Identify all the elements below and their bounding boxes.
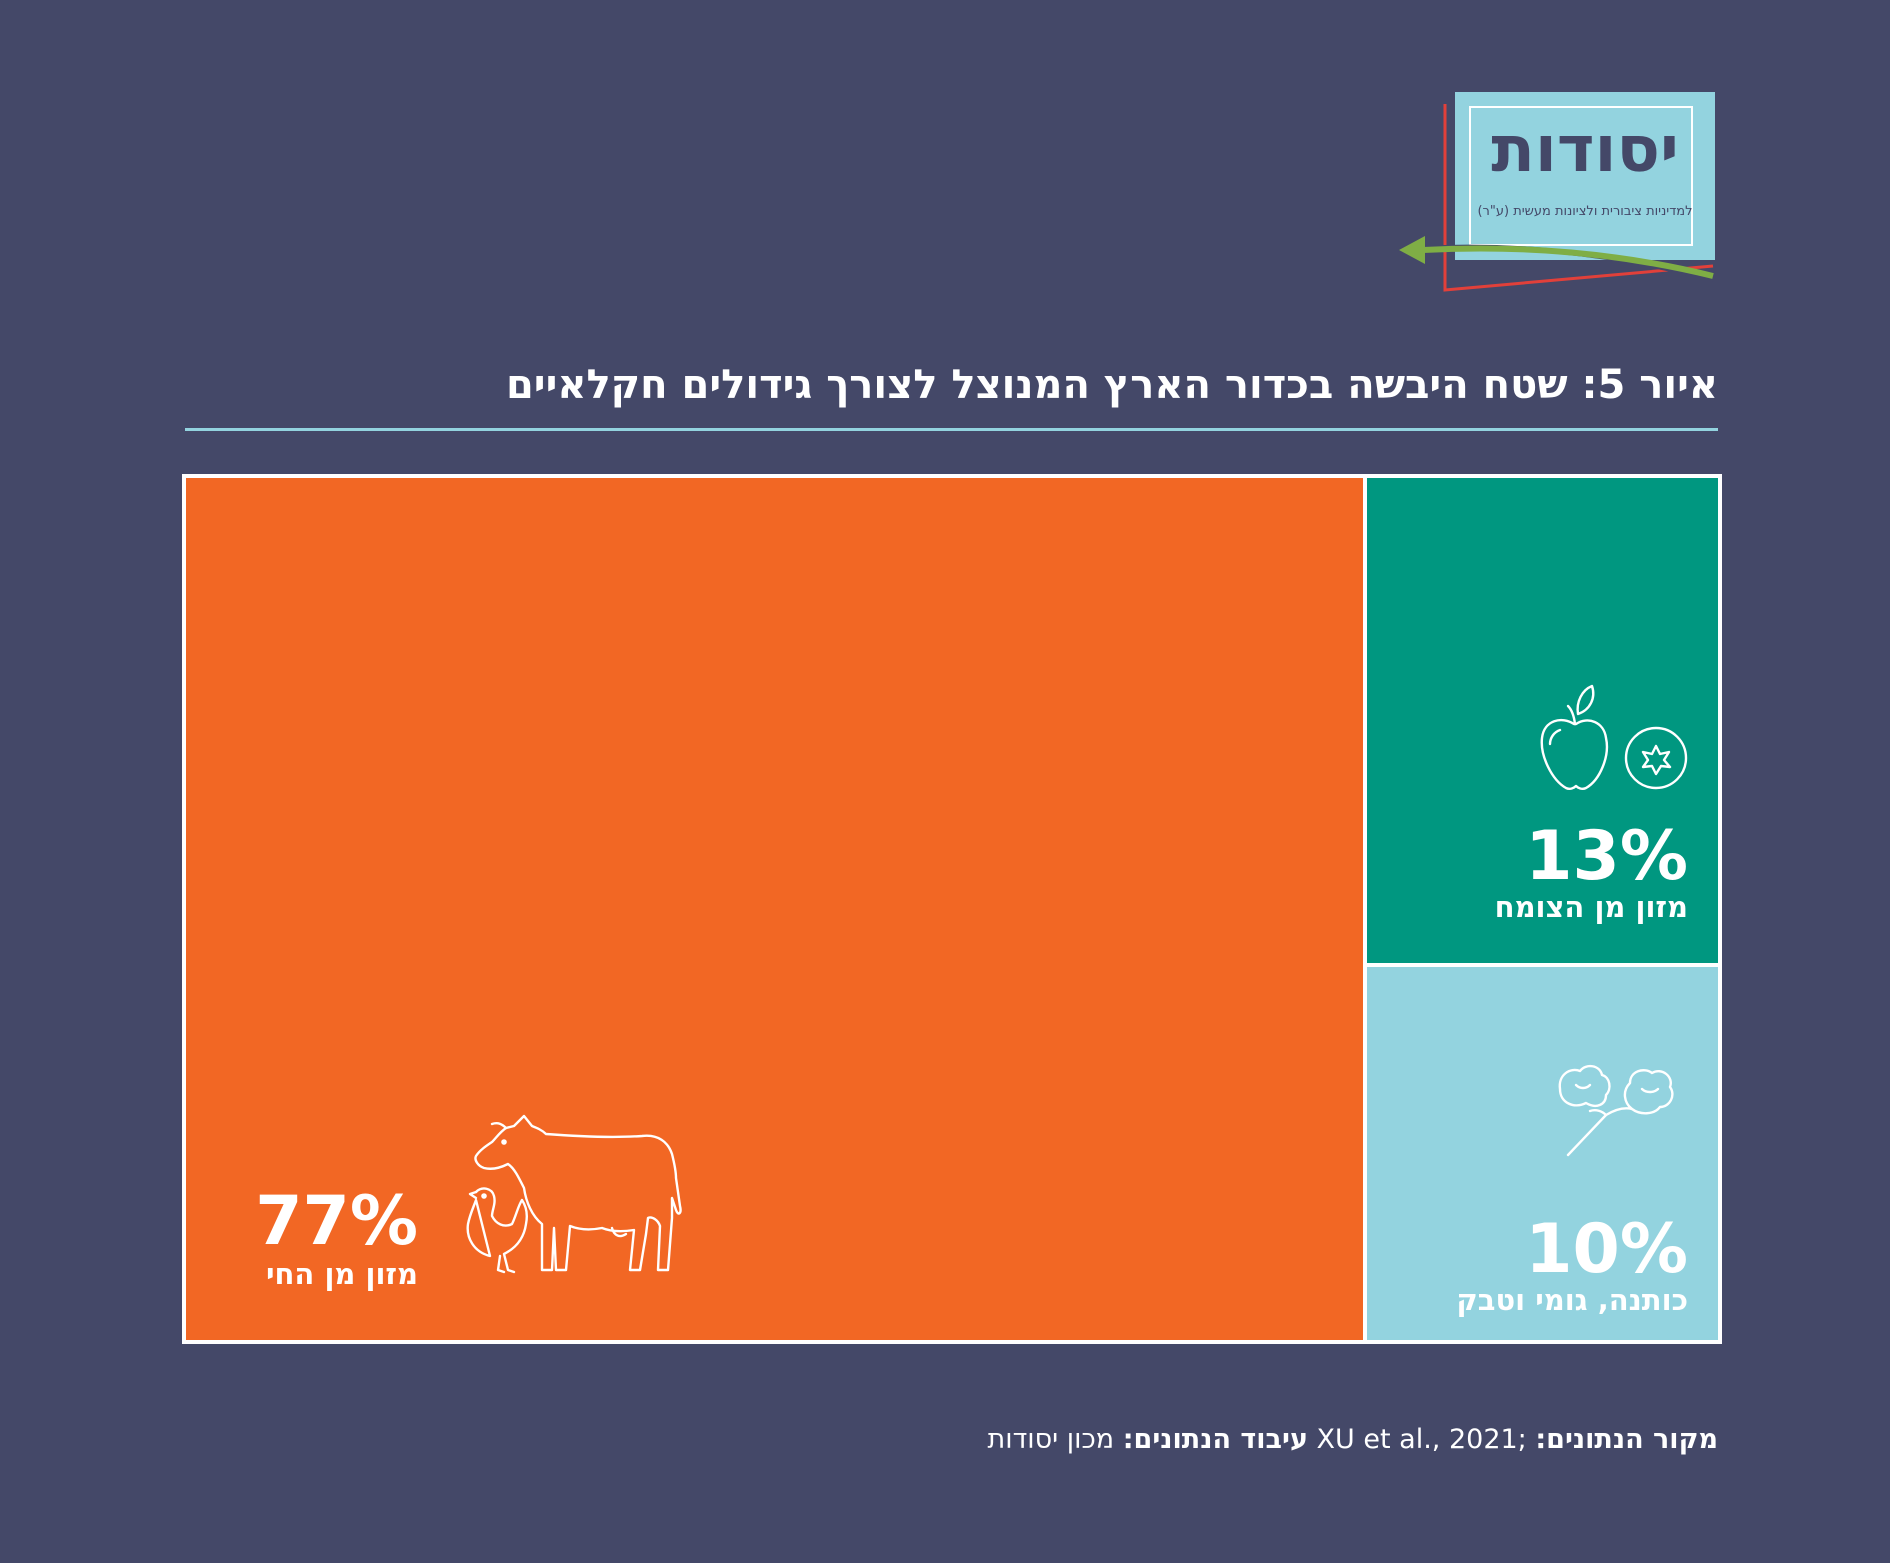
- source-label: מקור הנתונים:: [1535, 1424, 1718, 1455]
- source-value: XU et al., 2021;: [1316, 1424, 1527, 1455]
- value-label-other: 10%: [1525, 1210, 1688, 1289]
- logo: יסודות למדיניות ציבורית ולציונות מעשית (…: [1395, 92, 1715, 292]
- category-label-plant: מזון מן הצומח: [1494, 890, 1688, 924]
- processing-value: מכון יסודות: [987, 1424, 1115, 1455]
- logo-graphic: [1443, 104, 1714, 292]
- title-divider: [185, 428, 1718, 431]
- tile-plant-food: 13% מזון מן הצומח: [1367, 478, 1718, 963]
- value-label-animal: 77%: [255, 1182, 418, 1261]
- value-label-plant: 13%: [1525, 817, 1688, 896]
- apple-tomato-icon: [1540, 684, 1688, 791]
- logo-box: [1455, 92, 1715, 260]
- logo-arrow-icon: [1399, 236, 1714, 283]
- logo-title: יסודות: [1491, 113, 1679, 187]
- logo-subtitle: למדיניות ציבורית ולציונות מעשית (ע"ר): [1477, 204, 1693, 219]
- category-label-animal: מזון מן החי: [265, 1257, 418, 1291]
- processing-label: עיבוד הנתונים:: [1122, 1424, 1308, 1455]
- cow-chicken-icon: [466, 1114, 682, 1274]
- tile-cotton-rubber-tobacco: 10% כותנה, גומי וטבק: [1367, 967, 1718, 1340]
- source-note: מקור הנתונים: XU et al., 2021; עיבוד הנת…: [987, 1424, 1718, 1455]
- logo-frame: [1469, 106, 1693, 246]
- treemap-chart: 77% מזון מן החי 13% מזון מן הצומח 10% כו…: [182, 474, 1722, 1344]
- cotton-icon: [1558, 1064, 1674, 1157]
- category-label-other: כותנה, גומי וטבק: [1456, 1283, 1688, 1317]
- tile-animal-food: 77% מזון מן החי: [186, 478, 1363, 1340]
- chart-title: איור 5: שטח היבשה בכדור הארץ המנוצל לצור…: [505, 362, 1718, 408]
